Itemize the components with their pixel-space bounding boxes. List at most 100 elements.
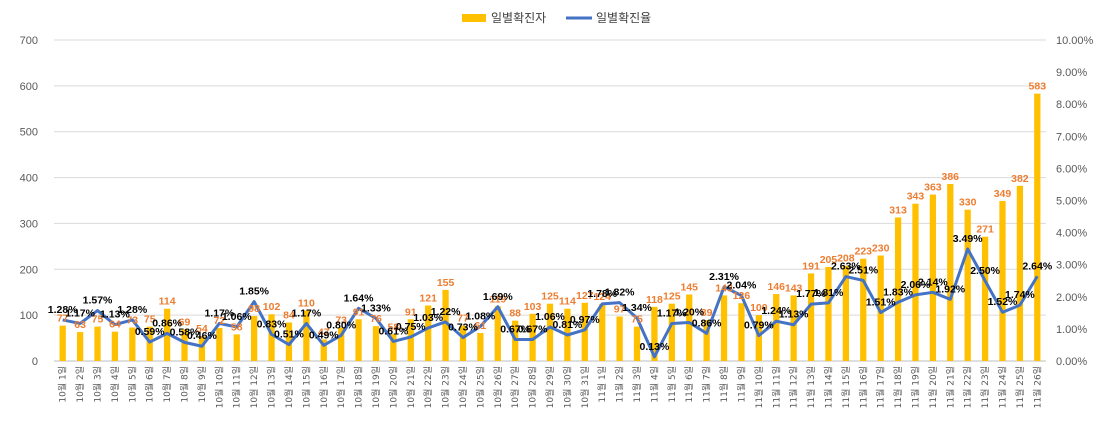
bar [825, 266, 832, 361]
line-data-label: 1.57% [83, 295, 113, 307]
x-axis-tick-label: 10월 18일 [353, 366, 365, 408]
bar-data-label: 100 [750, 302, 768, 314]
right-axis-tick-label: 0.00% [1056, 356, 1087, 368]
bar [390, 334, 397, 361]
bar-data-label: 125 [541, 291, 559, 303]
bar-data-label: 349 [994, 188, 1012, 200]
line-data-label: 1.17% [204, 307, 234, 319]
line-series [62, 247, 1039, 359]
legend-line-label: 일별확진율 [596, 11, 651, 25]
bar [251, 316, 258, 361]
line-data-label: 1.92% [935, 283, 965, 295]
x-axis-tick-label: 10월 13일 [266, 366, 278, 408]
x-axis-tick-label: 11월 20일 [927, 366, 939, 408]
x-axis-tick-label: 11월 25일 [1014, 366, 1026, 408]
line-data-label: 1.64% [344, 292, 374, 304]
x-axis-tick-label: 10월 21일 [405, 366, 417, 408]
x-axis-tick-label: 10월 29일 [544, 366, 556, 408]
bar [755, 315, 762, 361]
x-axis-tick-label: 11월 23일 [979, 366, 991, 408]
bar [407, 319, 414, 361]
x-axis-tick-label: 11월 12일 [788, 366, 800, 408]
bar-data-label: 155 [437, 277, 455, 289]
x-axis-tick-label: 10월 16일 [318, 366, 330, 408]
right-axis-ticks: 0.00% 1.00% 2.00% 3.00% 4.00% 5.00% 6.00% 7.00%… [1056, 35, 1094, 368]
bar [1016, 185, 1024, 361]
x-axis-tick-label: 10월 17일 [335, 366, 347, 408]
bar-data-label: 103 [524, 301, 542, 313]
line-data-label: 0.58% [170, 326, 200, 338]
bar [181, 329, 188, 361]
bar [111, 331, 119, 361]
x-axis-tick-label: 11월 7일 [701, 366, 713, 403]
left-axis-tick-label: 400 [20, 173, 38, 185]
line-data-label: 0.67% [518, 323, 548, 335]
bar [894, 217, 902, 361]
line-data-label: 2.14% [918, 276, 948, 288]
x-axis-tick-label: 10월 10일 [213, 366, 225, 408]
bar-data-label: 73 [335, 315, 347, 327]
x-axis-tick-label: 10월 15일 [300, 366, 312, 408]
line-data-label: 0.67% [500, 323, 530, 335]
bar-data-label: 54 [196, 323, 208, 335]
x-axis-tick-label: 11월 9일 [735, 366, 747, 403]
bar [981, 236, 989, 361]
bar-data-label: 583 [1029, 81, 1047, 93]
line-data-label: 0.13% [640, 341, 670, 353]
bar [947, 183, 954, 361]
x-axis-tick-label: 10월 20일 [387, 366, 399, 408]
bar [59, 325, 66, 361]
bar-data-label: 143 [715, 282, 733, 294]
bar-data-label: 102 [263, 301, 281, 313]
x-axis-tick-label: 10월 22일 [422, 366, 434, 408]
bar [999, 200, 1006, 361]
x-axis-tick-label: 10월 30일 [561, 366, 573, 408]
bar-data-label: 98 [248, 303, 260, 315]
bar [581, 302, 588, 361]
bar [807, 273, 815, 361]
bar [1034, 93, 1041, 361]
bar [686, 294, 693, 361]
bar [912, 203, 919, 361]
line-data-label: 1.06% [222, 311, 252, 323]
x-axis-tick-label: 10월 3일 [92, 366, 104, 403]
left-axis-tick-label: 0 [32, 356, 38, 368]
line-data-label: 0.83% [257, 318, 287, 330]
bar-data-label: 58 [231, 321, 243, 333]
bar-data-label: 110 [298, 298, 315, 310]
legend: 일별확진자 일별확진율 [462, 11, 651, 25]
right-axis-tick-label: 10.00% [1056, 35, 1094, 47]
bar [372, 326, 380, 361]
left-axis-tick-label: 600 [20, 81, 38, 93]
line-data-label: 0.49% [309, 329, 339, 341]
bar-data-label: 89 [701, 307, 713, 319]
bar-data-label: 124 [593, 291, 611, 303]
line-data-label: 2.63% [831, 261, 861, 273]
bar-data-label: 114 [559, 296, 576, 308]
x-axis-tick-label: 10월 25일 [474, 366, 486, 408]
line-data-label: 0.81% [553, 319, 583, 331]
bar [233, 334, 240, 361]
bar [285, 322, 293, 361]
line-data-label: 0.59% [135, 326, 165, 338]
line-data-label: 1.17% [65, 307, 95, 319]
bar-data-label: 145 [680, 282, 698, 294]
bar [529, 313, 536, 361]
x-axis-tick-label: 11월 2일 [614, 366, 626, 403]
bar [738, 303, 745, 361]
bar [338, 327, 345, 361]
bar-data-label: 75 [92, 314, 104, 326]
left-axis-tick-label: 200 [20, 264, 38, 276]
line-data-label: 0.80% [326, 319, 356, 331]
line-data-label: 1.33% [361, 302, 391, 314]
left-axis-tick-label: 300 [20, 218, 38, 230]
bar-data-label: 77 [57, 313, 69, 325]
x-axis-tick-label: 11월 10일 [753, 366, 765, 408]
x-axis-tick-label: 11월 11일 [770, 366, 782, 408]
legend-bar-label: 일별확진자 [491, 11, 546, 25]
line-data-label: 0.86% [692, 317, 722, 329]
bar [720, 295, 728, 361]
bar-data-label: 230 [872, 243, 890, 255]
bar-data-label: 119 [489, 293, 506, 305]
x-axis-tick-label: 10월 8일 [179, 366, 191, 403]
